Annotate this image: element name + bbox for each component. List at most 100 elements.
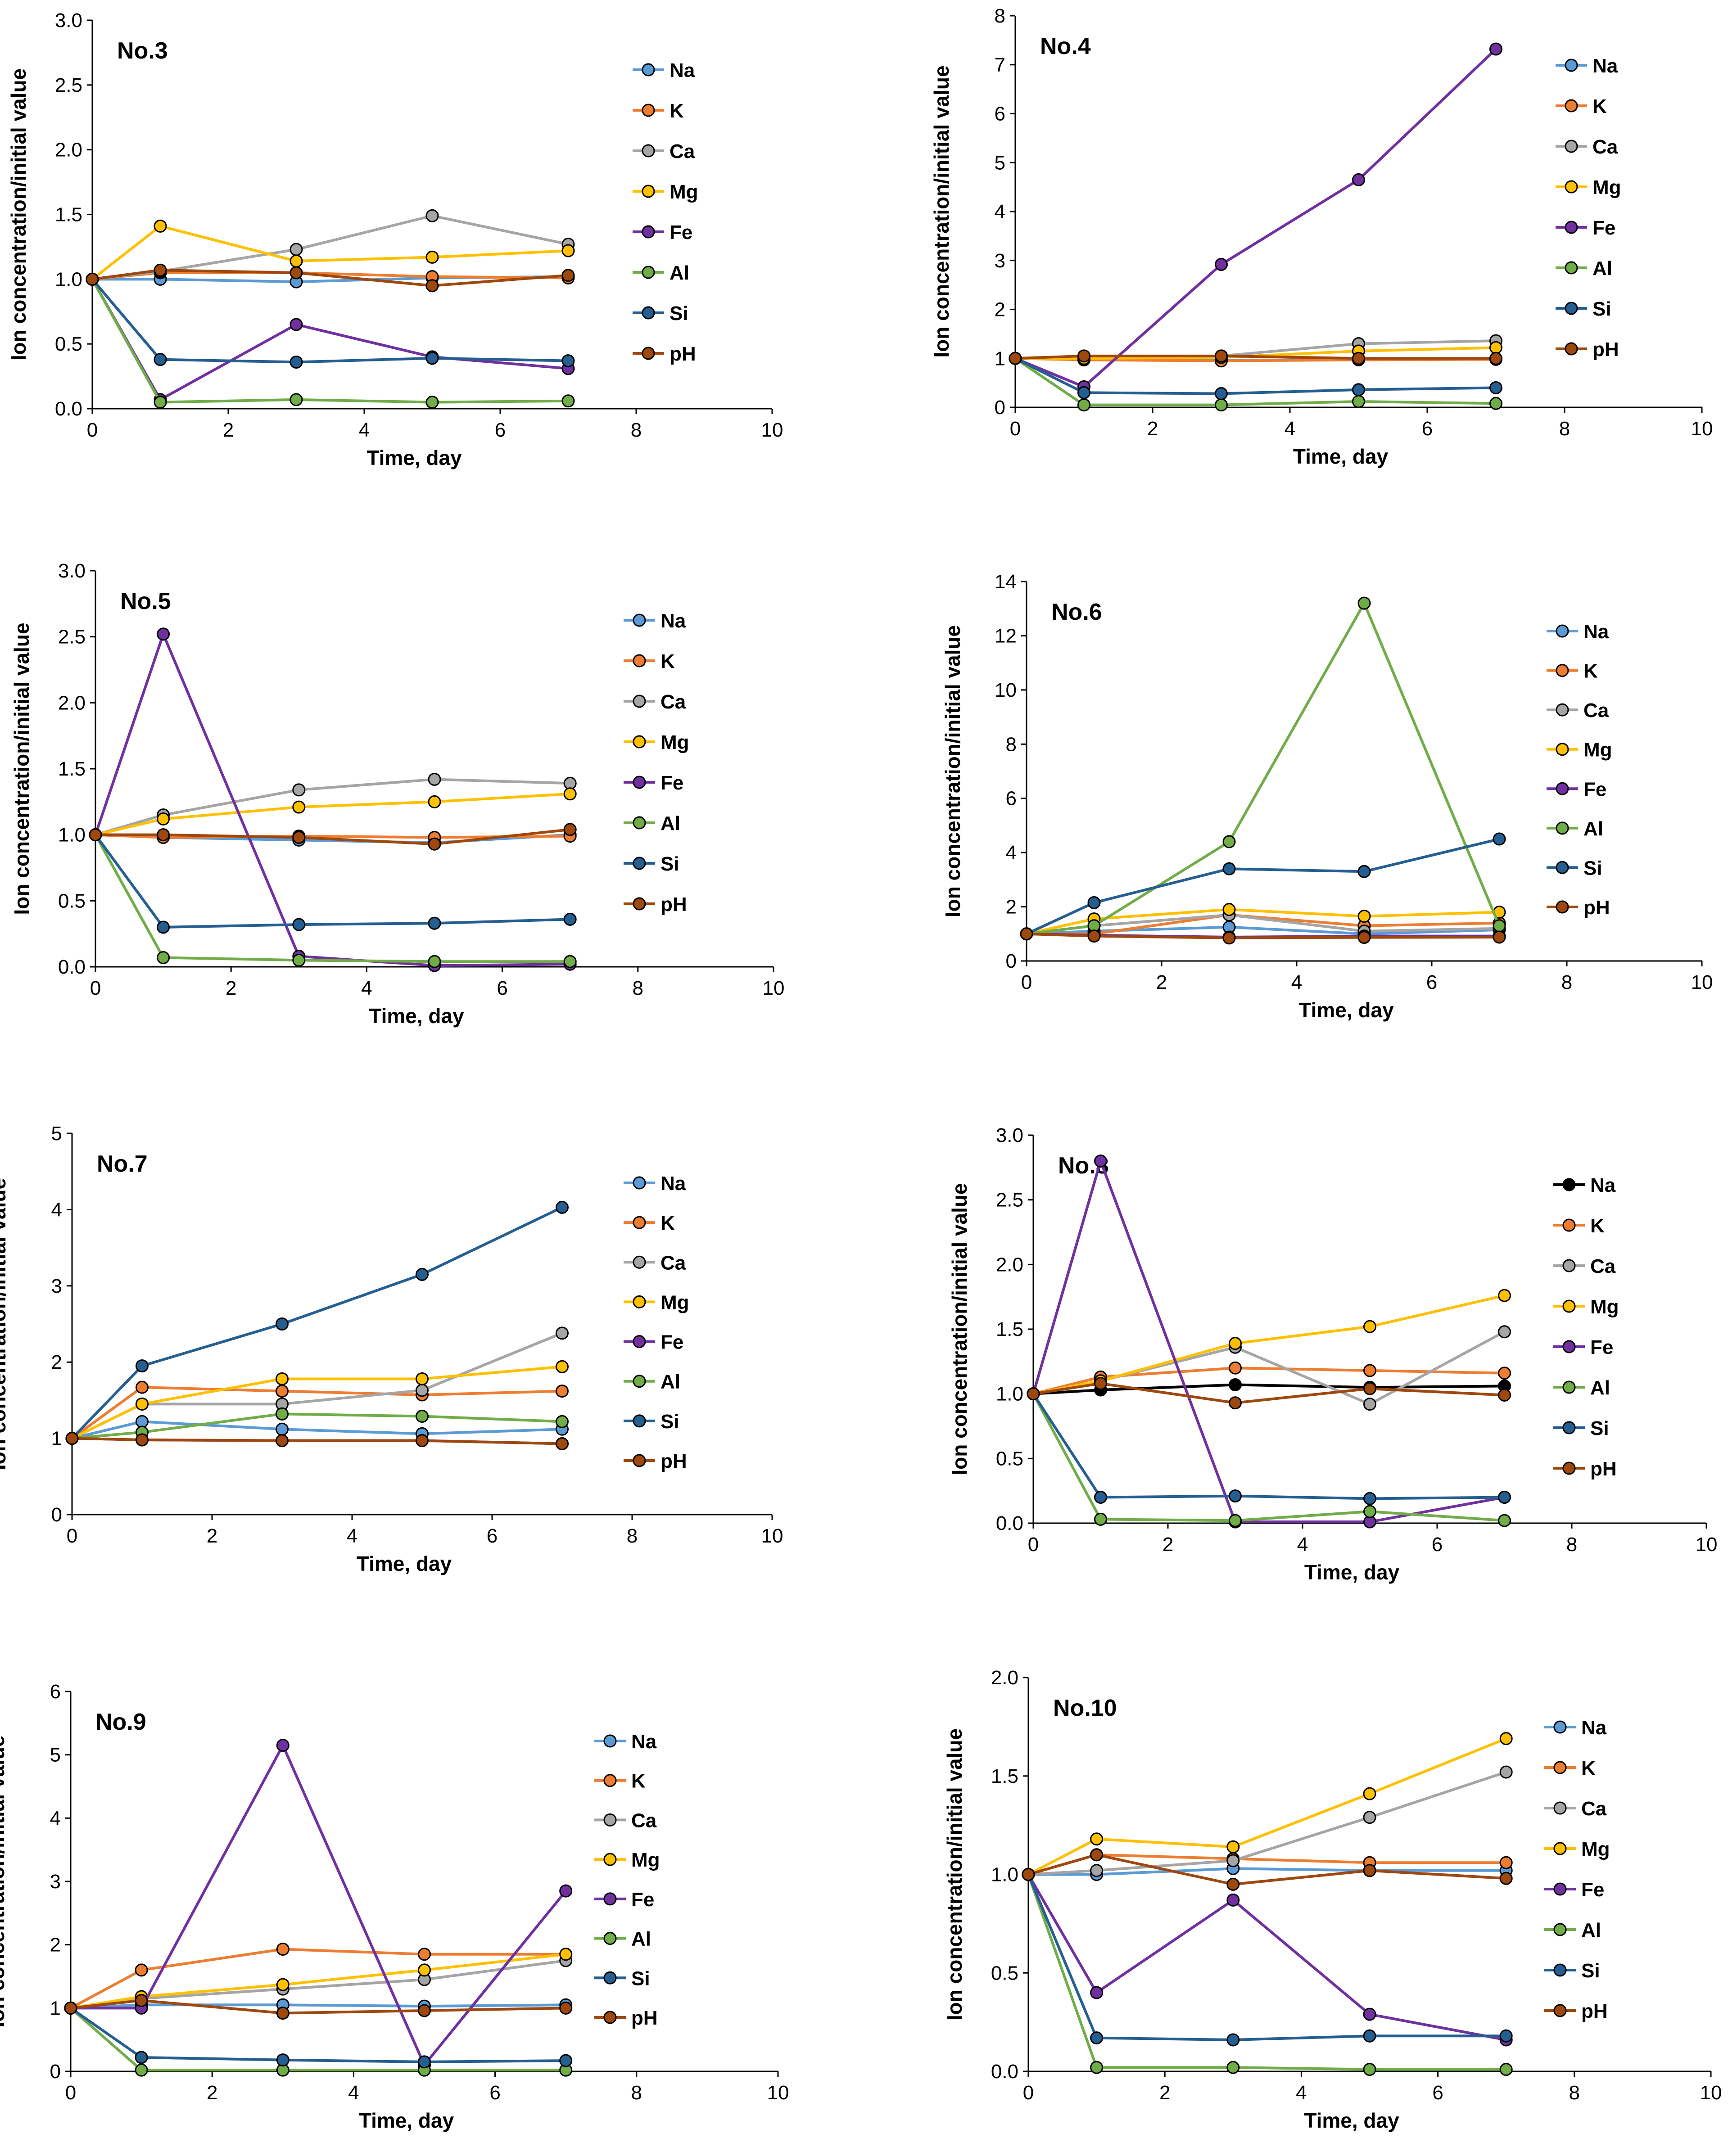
data-point-k <box>135 1963 148 1977</box>
chart-panel-8: 0.0 0.5 1.0 1.5 2.0 0 2 4 6 8 10 Time, day Ion conce… <box>943 1667 1722 2132</box>
y-tick-label: 0 <box>51 1504 62 1526</box>
y-tick-label: 2 <box>50 1934 61 1956</box>
data-point-mg <box>559 1948 573 1961</box>
data-point-al <box>416 1409 429 1423</box>
x-tick-label: 10 <box>1691 971 1713 993</box>
data-point-ph <box>1090 1848 1104 1862</box>
series-line-fe <box>94 632 570 967</box>
legend-swatch-marker <box>1556 664 1569 677</box>
legend-swatch-marker <box>1565 261 1578 275</box>
data-point-ph <box>292 831 306 844</box>
data-point-al <box>556 1415 569 1428</box>
panel-title: No.6 <box>1051 599 1102 625</box>
data-point-na <box>136 1415 149 1428</box>
panel-title: No.10 <box>1053 1695 1117 1721</box>
y-tick-label: 1.5 <box>991 1765 1018 1787</box>
legend-label-ca: Ca <box>1581 1798 1607 1820</box>
legend-label-ca: Ca <box>631 1809 657 1831</box>
data-point-si <box>136 1359 149 1373</box>
data-point-fe <box>276 1739 290 1752</box>
data-point-ca <box>428 772 441 786</box>
x-tick-label: 10 <box>1700 2082 1722 2104</box>
data-point-ca <box>290 243 303 256</box>
legend-swatch-marker <box>633 654 646 668</box>
legend-swatch-marker <box>1565 302 1578 315</box>
legend-swatch-marker <box>633 1255 646 1269</box>
y-tick-label: 1.5 <box>55 204 82 226</box>
series-line-si <box>1027 1874 1506 2041</box>
data-point-ph <box>418 2004 431 2017</box>
legend-swatch-marker <box>1562 1421 1576 1434</box>
chart-panel-1: 0.0 0.5 1.0 1.5 2.0 2.5 3.0 0 2 4 6 8 10 Time, day Ion… <box>7 9 783 469</box>
x-tick-label: 8 <box>633 977 643 999</box>
data-point-k <box>556 1385 569 1398</box>
y-tick-label: 4 <box>995 201 1005 223</box>
legend-label-al: Al <box>631 1928 651 1950</box>
data-point-k <box>1499 1856 1513 1869</box>
data-point-fe <box>1363 2007 1376 2021</box>
series-line-al <box>91 278 569 404</box>
legend-swatch-marker <box>642 104 655 117</box>
x-axis-title: Time, day <box>357 1552 452 1575</box>
data-point-si <box>276 2053 290 2067</box>
x-tick-label: 10 <box>1696 1534 1718 1556</box>
data-point-k <box>276 1943 290 1956</box>
legend-label-al: Al <box>1583 818 1603 840</box>
data-point-k <box>1363 1364 1376 1377</box>
data-point-al <box>1493 919 1506 933</box>
data-point-mg <box>276 1372 289 1385</box>
y-tick-label: 0.5 <box>996 1448 1023 1470</box>
y-tick-label: 3.0 <box>58 560 86 582</box>
x-tick-label: 0 <box>1023 2082 1034 2104</box>
x-tick-label: 0 <box>67 1525 77 1547</box>
x-tick-label: 8 <box>1559 418 1570 440</box>
legend-swatch-marker <box>1553 1801 1567 1815</box>
data-point-fe <box>1226 1893 1240 1907</box>
chart-panel-6: 0.0 0.5 1.0 1.5 2.0 2.5 3.0 0 2 4 6 8 10 Time, day Ion… <box>948 1124 1717 1584</box>
series-line-si <box>91 278 569 364</box>
data-point-ph <box>1087 929 1101 943</box>
legend-label-k: K <box>631 1770 646 1792</box>
legend-swatch-marker <box>1556 743 1569 756</box>
legend-swatch-marker <box>1565 180 1578 194</box>
x-tick-label: 8 <box>627 1525 638 1547</box>
legend-swatch-marker <box>633 1454 646 1467</box>
data-point-si <box>276 1317 289 1331</box>
legend-label-fe: Fe <box>1583 778 1606 800</box>
x-tick-label: 8 <box>631 2082 642 2104</box>
data-point-ca <box>1226 1854 1240 1867</box>
data-point-mg <box>1226 1840 1240 1854</box>
y-axis-title: Ion concentration/initial value <box>948 1183 971 1475</box>
y-tick-label: 1.0 <box>58 824 86 846</box>
y-tick-label: 6 <box>50 1681 61 1703</box>
x-tick-label: 8 <box>1569 2082 1580 2104</box>
legend-swatch-marker <box>633 1216 646 1229</box>
data-point-na <box>1229 1378 1242 1392</box>
data-point-al <box>290 393 303 406</box>
data-point-al <box>1499 2063 1513 2076</box>
series-line-fe <box>71 1744 567 2066</box>
x-tick-label: 4 <box>1297 1534 1308 1556</box>
data-point-mg <box>1357 910 1371 923</box>
data-point-si <box>292 918 306 931</box>
x-tick-label: 10 <box>761 1525 783 1547</box>
data-point-mg <box>154 219 167 233</box>
y-axis-title: Ion concentration/initial value <box>930 65 953 357</box>
x-tick-label: 10 <box>761 419 783 441</box>
data-point-k <box>1498 1367 1511 1380</box>
y-axis-title: Ion concentration/initial value <box>10 622 33 915</box>
data-point-k <box>136 1380 149 1394</box>
y-tick-label: 0.5 <box>991 1962 1018 1984</box>
legend-swatch-marker <box>1565 99 1578 113</box>
data-point-al <box>1352 395 1365 408</box>
x-tick-label: 6 <box>1422 418 1433 440</box>
x-tick-label: 4 <box>361 977 372 999</box>
data-point-ph <box>563 823 577 836</box>
legend-label-ph: pH <box>1590 1458 1617 1480</box>
legend-label-fe: Fe <box>660 1331 683 1353</box>
series-line-fe <box>1027 1873 1506 2041</box>
legend-label-fe: Fe <box>1581 1879 1604 1901</box>
data-point-al <box>1363 1505 1376 1518</box>
y-tick-label: 1.0 <box>991 1864 1018 1886</box>
data-point-si <box>1215 387 1228 401</box>
